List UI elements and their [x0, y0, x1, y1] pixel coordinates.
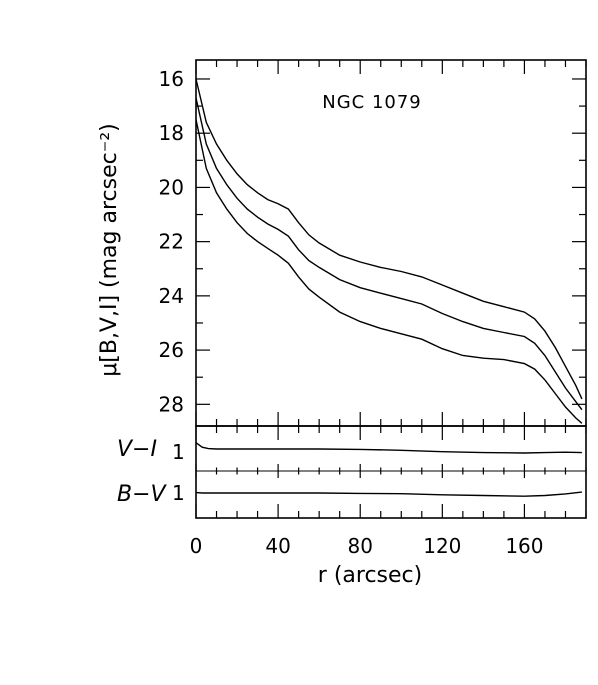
profile-curve-1 — [195, 78, 583, 400]
x-axis-label: r (arcsec) — [318, 563, 422, 588]
row-label-v-i: V−I — [117, 437, 157, 462]
color-curve-1 — [195, 442, 582, 454]
profile-curve-3 — [195, 119, 583, 424]
y-tick-label: 18 — [159, 121, 184, 145]
y-tick-label: 20 — [159, 175, 184, 199]
x-tick-labels: 0 40 80 120 160 — [190, 534, 544, 558]
lower-ticks — [195, 426, 587, 518]
upper-ticks — [195, 60, 587, 426]
y-tick-label: 26 — [159, 338, 184, 362]
x-tick-label: 160 — [505, 534, 543, 558]
y-tick-labels: 16 18 20 22 24 26 28 — [159, 67, 184, 416]
lower-panel-frame — [195, 425, 587, 519]
x-tick-label: 120 — [423, 534, 461, 558]
y-tick-label: 22 — [159, 230, 184, 254]
chart-title: NGC 1079 — [322, 92, 422, 113]
profile-curve-2 — [195, 97, 583, 411]
lower-curves — [195, 442, 582, 497]
x-tick-label: 0 — [190, 534, 203, 558]
upper-curves — [195, 78, 583, 424]
color-curve-2 — [195, 491, 582, 497]
y-tick-label: 28 — [159, 392, 184, 416]
row-tick-v-i: 1 — [172, 440, 185, 464]
row-tick-b-v: 1 — [172, 481, 185, 505]
y-tick-label: 16 — [159, 67, 184, 91]
row-label-b-v: B−V — [117, 482, 168, 507]
x-tick-label: 40 — [265, 534, 290, 558]
upper-panel-frame — [195, 59, 587, 427]
y-tick-label: 24 — [159, 284, 184, 308]
y-axis-label: μ[B,V,I] (mag arcsec⁻²) — [97, 123, 122, 376]
x-tick-label: 80 — [347, 534, 372, 558]
